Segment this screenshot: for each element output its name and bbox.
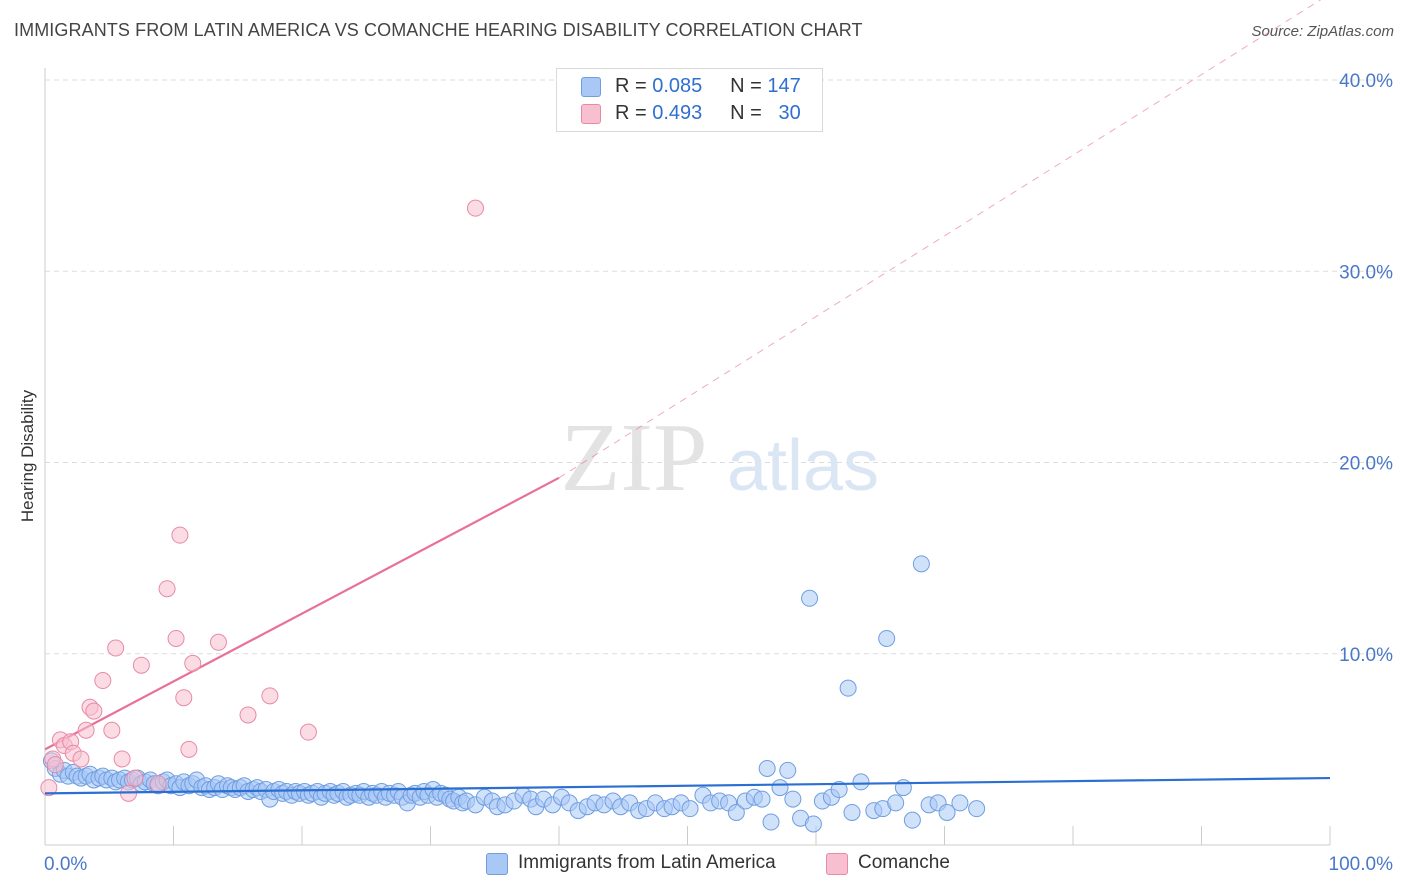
legend-n-value: 147 — [767, 75, 801, 97]
series-legend: Immigrants from Latin America Comanche — [0, 851, 1406, 879]
comanche-point — [149, 775, 167, 793]
y-tick-label: 40.0% — [1339, 71, 1393, 92]
y-tick-label: 10.0% — [1339, 645, 1393, 666]
latin-america-point — [830, 781, 848, 799]
watermark-atlas: atlas — [727, 426, 879, 506]
latin-america-point — [968, 800, 986, 818]
comanche-point — [209, 633, 227, 651]
latin-america-point — [784, 790, 802, 808]
latin-america-point — [839, 679, 857, 697]
comanche-points — [40, 199, 484, 802]
source-credit: Source: ZipAtlas.com — [1251, 23, 1394, 40]
watermark: ZIP atlas — [561, 404, 880, 512]
y-axis-label: Hearing Disability — [18, 389, 37, 522]
comanche-point — [103, 721, 121, 739]
comanche-point — [167, 629, 185, 647]
legend-swatch-comanche — [826, 853, 848, 875]
comanche-point — [261, 687, 279, 705]
latin-america-point — [779, 761, 797, 779]
chart-title: IMMIGRANTS FROM LATIN AMERICA VS COMANCH… — [14, 20, 863, 40]
comanche-trend — [44, 0, 1322, 751]
latin-america-point — [843, 803, 861, 821]
comanche-point — [40, 779, 58, 797]
latin-america-point — [887, 794, 905, 812]
comanche-point — [158, 580, 176, 598]
latin-america-point — [753, 790, 771, 808]
legend-n-label: N = — [730, 75, 762, 97]
comanche-point — [72, 750, 90, 768]
latin-america-point — [771, 779, 789, 797]
comanche-point — [132, 656, 150, 674]
legend-swatch-comanche — [581, 104, 601, 124]
latin-america-trend-line — [44, 776, 1331, 795]
comanche-point — [171, 526, 189, 544]
x-tick-label: 0.0% — [44, 854, 87, 875]
axes — [44, 68, 1331, 846]
latin-america-trend — [44, 776, 1331, 795]
legend-label-latin-america: Immigrants from Latin America — [518, 852, 776, 873]
latin-america-point — [951, 794, 969, 812]
comanche-point — [184, 654, 202, 672]
comanche-point — [299, 723, 317, 741]
comanche-point — [180, 740, 198, 758]
legend-label-comanche: Comanche — [858, 852, 950, 873]
gridlines — [45, 79, 1395, 655]
legend-r-value: 0.085 — [652, 75, 703, 97]
x-tick-label: 100.0% — [1329, 854, 1394, 875]
comanche-point — [77, 721, 95, 739]
tick-labels: 10.0% 20.0% 30.0% 40.0% 0.0% 100.0% — [44, 71, 1393, 875]
legend-r-label: R = — [615, 102, 647, 124]
comanche-point — [46, 756, 64, 774]
comanche-trend-extension — [558, 0, 1322, 479]
comanche-point — [466, 199, 484, 217]
comanche-point — [126, 769, 144, 787]
latin-america-point — [762, 813, 780, 831]
comanche-point — [107, 639, 125, 657]
y-tick-label: 20.0% — [1339, 454, 1393, 475]
latin-america-point — [903, 811, 921, 829]
legend-swatch-latin-america — [581, 77, 601, 97]
legend-r-label: R = — [615, 75, 647, 97]
latin-america-point — [727, 803, 745, 821]
legend-n-value: 30 — [778, 102, 801, 124]
latin-america-point — [681, 800, 699, 818]
legend-n-label: N = — [730, 102, 762, 124]
latin-america-point — [938, 803, 956, 821]
legend-r-value: 0.493 — [652, 102, 703, 124]
latin-america-point — [801, 589, 819, 607]
latin-america-point — [912, 555, 930, 573]
latin-america-point — [804, 815, 822, 833]
correlation-legend: R = 0.085 N = 147 R = 0.493 N = 30 — [556, 68, 823, 132]
latin-america-point — [852, 773, 870, 791]
comanche-point — [94, 672, 112, 690]
comanche-point — [239, 706, 257, 724]
comanche-point — [175, 689, 193, 707]
y-tick-label: 30.0% — [1339, 262, 1393, 283]
legend-swatch-latin-america — [486, 853, 508, 875]
comanche-point — [85, 702, 103, 720]
latin-america-point — [878, 629, 896, 647]
watermark-zip: ZIP — [561, 404, 708, 512]
latin-america-point — [758, 760, 776, 777]
comanche-trend-line — [44, 476, 560, 751]
comanche-point — [113, 750, 131, 768]
